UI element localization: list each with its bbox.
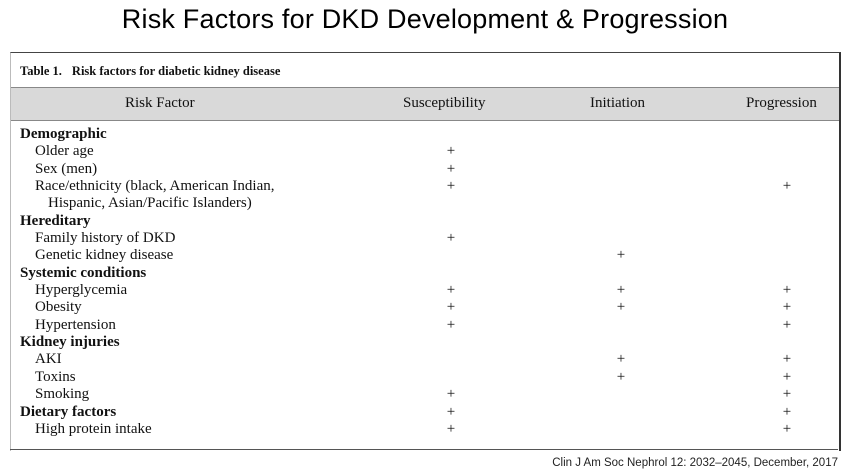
risk-factor-label: AKI [35,351,62,368]
table-caption: Table 1. Risk factors for diabetic kidney… [20,64,280,79]
table-caption-label: Table 1. [20,64,62,78]
susceptibility-mark: + [446,316,456,333]
susceptibility-mark: + [446,299,456,316]
initiation-mark: + [616,368,626,385]
table-row: Toxins + + [11,369,839,386]
group-label: Kidney injuries [20,334,120,351]
table-row: Race/ethnicity (black, American Indian, +… [11,178,839,195]
table-row: Hypertension + + [11,317,839,334]
progression-mark: + [782,351,792,368]
progression-mark: + [782,316,792,333]
susceptibility-mark: + [446,282,456,299]
susceptibility-mark: + [446,386,456,403]
citation: Clin J Am Soc Nephrol 12: 2032–2045, Dec… [552,457,838,469]
risk-factor-label: High protein intake [35,420,152,437]
progression-mark: + [782,403,792,420]
progression-mark: + [782,420,792,437]
table-row: Obesity + + + [11,299,839,316]
initiation-mark: + [616,282,626,299]
group-label: Dietary factors [20,403,117,420]
susceptibility-mark: + [446,143,456,160]
table-group-row: Systemic conditions [11,265,839,282]
risk-factor-label: Hispanic, Asian/Pacific Islanders) [48,195,252,212]
group-label: Systemic conditions [20,264,147,281]
table-row: Smoking + + [11,386,839,403]
table-row: Hyperglycemia + + + [11,282,839,299]
susceptibility-mark: + [446,403,456,420]
header-risk-factor: Risk Factor [125,95,195,111]
table-group-row: Dietary factors + + [11,404,839,421]
table-group-row: Hereditary [11,213,839,230]
susceptibility-mark: + [446,160,456,177]
risk-factor-label: Genetic kidney disease [35,247,174,264]
susceptibility-mark: + [446,420,456,437]
risk-factor-label: Family history of DKD [35,230,176,247]
header-susceptibility: Susceptibility [403,95,486,111]
risk-factor-label: Sex (men) [35,160,98,177]
susceptibility-mark: + [446,230,456,247]
table-caption-title: Risk factors for diabetic kidney disease [71,64,281,78]
progression-mark: + [782,282,792,299]
table-row: Sex (men) + [11,161,839,178]
header-initiation: Initiation [590,95,645,111]
table-row: Family history of DKD + [11,230,839,247]
risk-factor-label: Race/ethnicity (black, American Indian, [35,178,275,195]
group-label: Demographic [20,126,107,142]
susceptibility-mark: + [446,178,456,195]
table-row: Genetic kidney disease + [11,247,839,264]
progression-mark: + [782,368,792,385]
risk-factor-label: Obesity [35,299,82,316]
table-header-row: Risk Factor Susceptibility Initiation Pr… [11,87,839,121]
initiation-mark: + [616,247,626,264]
table-row: AKI + + [11,351,839,368]
group-label: Hereditary [20,212,91,229]
slide-title: Risk Factors for DKD Development & Progr… [121,4,729,34]
risk-factor-table: Table 1. Risk factors for diabetic kidney… [10,52,841,451]
table-body: Demographic Older age + Sex (men) + Race/ethn… [11,126,839,438]
table-group-row: Demographic [11,126,839,143]
initiation-mark: + [616,351,626,368]
progression-mark: + [782,299,792,316]
risk-factor-label: Hyperglycemia [35,282,128,299]
header-progression: Progression [746,95,817,111]
table-row: High protein intake + + [11,421,839,438]
table-bottom-rule [10,449,838,450]
risk-factor-label: Older age [35,143,94,160]
table-row: Older age + [11,143,839,160]
progression-mark: + [782,386,792,403]
risk-factor-label: Smoking [35,386,90,403]
table-group-row: Kidney injuries [11,334,839,351]
progression-mark: + [782,178,792,195]
initiation-mark: + [616,299,626,316]
table-row: Hispanic, Asian/Pacific Islanders) [11,195,839,212]
risk-factor-label: Toxins [35,368,76,385]
risk-factor-label: Hypertension [35,316,116,333]
